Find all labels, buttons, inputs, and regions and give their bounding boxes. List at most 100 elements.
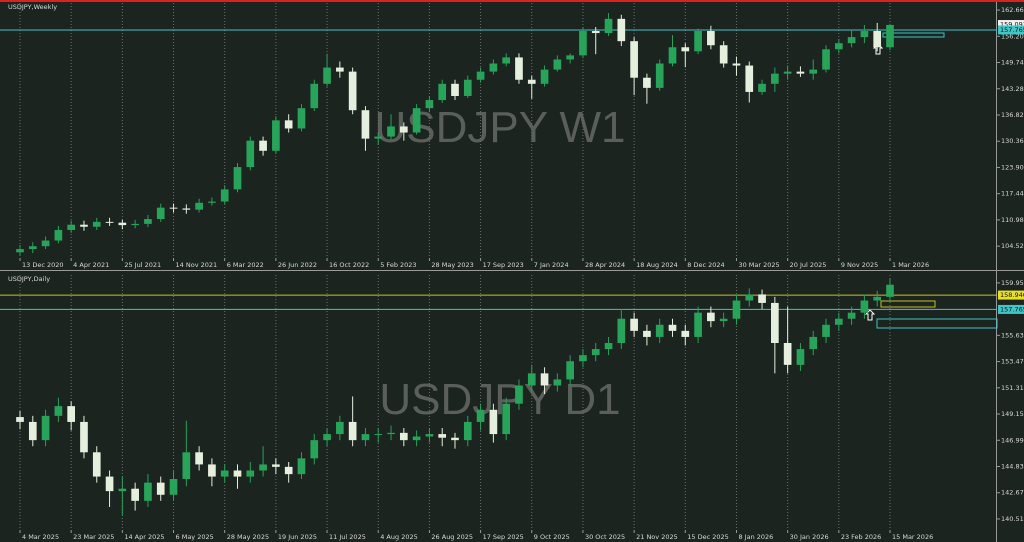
candle-body xyxy=(451,437,459,441)
candle-body xyxy=(463,421,472,441)
candle-body xyxy=(16,249,24,253)
y-tick-label: 144.830 xyxy=(1001,462,1024,470)
x-tick-label: 7 Jan 2024 xyxy=(534,261,569,269)
candle-body xyxy=(323,67,331,84)
candle-body xyxy=(822,324,830,337)
candle-body xyxy=(246,470,255,477)
candle-body xyxy=(476,71,485,80)
candle-body xyxy=(604,343,613,350)
candle-body xyxy=(169,207,178,209)
candle-body xyxy=(758,83,766,92)
candle-body xyxy=(80,224,88,227)
candle-body xyxy=(553,379,562,386)
y-tick-label: 117.440 xyxy=(1001,190,1024,198)
candle-body xyxy=(208,464,216,477)
candle-body xyxy=(348,421,357,441)
candle-body xyxy=(860,31,869,38)
candle-body xyxy=(182,208,191,210)
candle-body xyxy=(783,71,792,74)
y-tick-label: 136.820 xyxy=(1001,111,1024,119)
x-tick-label: 21 Nov 2025 xyxy=(636,533,678,541)
x-tick-label: 15 Mar 2026 xyxy=(892,533,933,541)
candle-body xyxy=(195,452,203,465)
candle-body xyxy=(834,318,843,325)
candle-body xyxy=(438,434,447,438)
candle-body xyxy=(259,140,267,151)
candle-body xyxy=(643,77,651,88)
candle-body xyxy=(758,294,766,303)
candle-body xyxy=(297,108,306,129)
candle-body xyxy=(399,432,408,441)
y-tick-label: 143.280 xyxy=(1001,85,1024,93)
candle-body xyxy=(566,55,574,60)
candle-body xyxy=(374,434,383,436)
x-tick-label: 16 Oct 2022 xyxy=(329,261,369,269)
candle-body xyxy=(617,318,626,343)
y-tick-label: 110.980 xyxy=(1001,216,1024,224)
candle-body xyxy=(336,421,344,435)
candle-body xyxy=(412,108,421,133)
candle-body xyxy=(92,221,101,227)
candle-body xyxy=(643,330,651,337)
candle-body xyxy=(745,294,754,301)
x-tick-label: 30 Oct 2025 xyxy=(585,533,625,541)
candle-body xyxy=(847,312,856,319)
candle-body xyxy=(144,219,152,224)
candle-body xyxy=(515,385,523,404)
candle-body xyxy=(259,464,267,471)
candle-body xyxy=(387,126,395,137)
watermark: USDJPY D1 xyxy=(379,375,620,424)
x-tick-label: 6 May 2025 xyxy=(176,533,214,541)
candle-body xyxy=(284,120,293,129)
candle-body xyxy=(655,324,664,337)
candle-body xyxy=(272,464,280,467)
x-tick-label: 4 Mar 2025 xyxy=(22,533,59,541)
x-tick-label: 25 Jul 2021 xyxy=(124,261,161,269)
candle-body xyxy=(92,452,101,477)
x-tick-label: 20 Jul 2025 xyxy=(790,261,827,269)
y-tick-label: 149.740 xyxy=(1001,59,1024,67)
candle-body xyxy=(233,167,242,190)
x-tick-label: 14 Nov 2021 xyxy=(176,261,218,269)
x-tick-label: 9 Nov 2025 xyxy=(841,261,879,269)
y-tick-label: 156.200 xyxy=(1001,32,1024,40)
candle-body xyxy=(118,488,127,492)
candle-body xyxy=(169,479,178,495)
price-label-box xyxy=(998,25,1024,35)
candle-body xyxy=(873,296,882,301)
x-tick-label: 11 Jul 2025 xyxy=(329,533,366,541)
candle-body xyxy=(105,221,114,223)
y-tick-label: 149.150 xyxy=(1001,410,1024,418)
candle-body xyxy=(131,488,139,501)
x-tick-label: 15 Dec 2025 xyxy=(687,533,729,541)
x-tick-label: 17 Sep 2025 xyxy=(483,533,524,541)
candle-body xyxy=(873,31,882,48)
candle-body xyxy=(208,201,216,203)
x-tick-label: 19 Jun 2025 xyxy=(278,533,317,541)
y-tick-label: 146.990 xyxy=(1001,436,1024,444)
candle-body xyxy=(707,312,715,322)
zone-box xyxy=(882,32,945,38)
x-tick-label: 28 May 2025 xyxy=(227,533,269,541)
candle-body xyxy=(233,470,242,477)
arrow-icon xyxy=(872,43,884,55)
panel-title: USDJPY,Weekly xyxy=(8,3,57,11)
y-tick-label: 104.520 xyxy=(1001,242,1024,250)
zone-box xyxy=(880,300,936,308)
candle-body xyxy=(297,458,306,475)
candle-body xyxy=(771,302,779,343)
candle-body xyxy=(476,409,485,422)
candle-body xyxy=(515,57,523,80)
candle-body xyxy=(834,43,843,50)
x-tick-label: 4 Aug 2025 xyxy=(380,533,418,541)
price-label: 159.093 xyxy=(1000,21,1024,29)
price-label-box xyxy=(998,290,1024,300)
candle-body xyxy=(860,300,869,313)
candle-body xyxy=(28,246,37,250)
candle-body xyxy=(489,63,498,72)
candle-body xyxy=(668,47,677,64)
candle-body xyxy=(195,202,203,210)
candle-body xyxy=(591,31,600,34)
